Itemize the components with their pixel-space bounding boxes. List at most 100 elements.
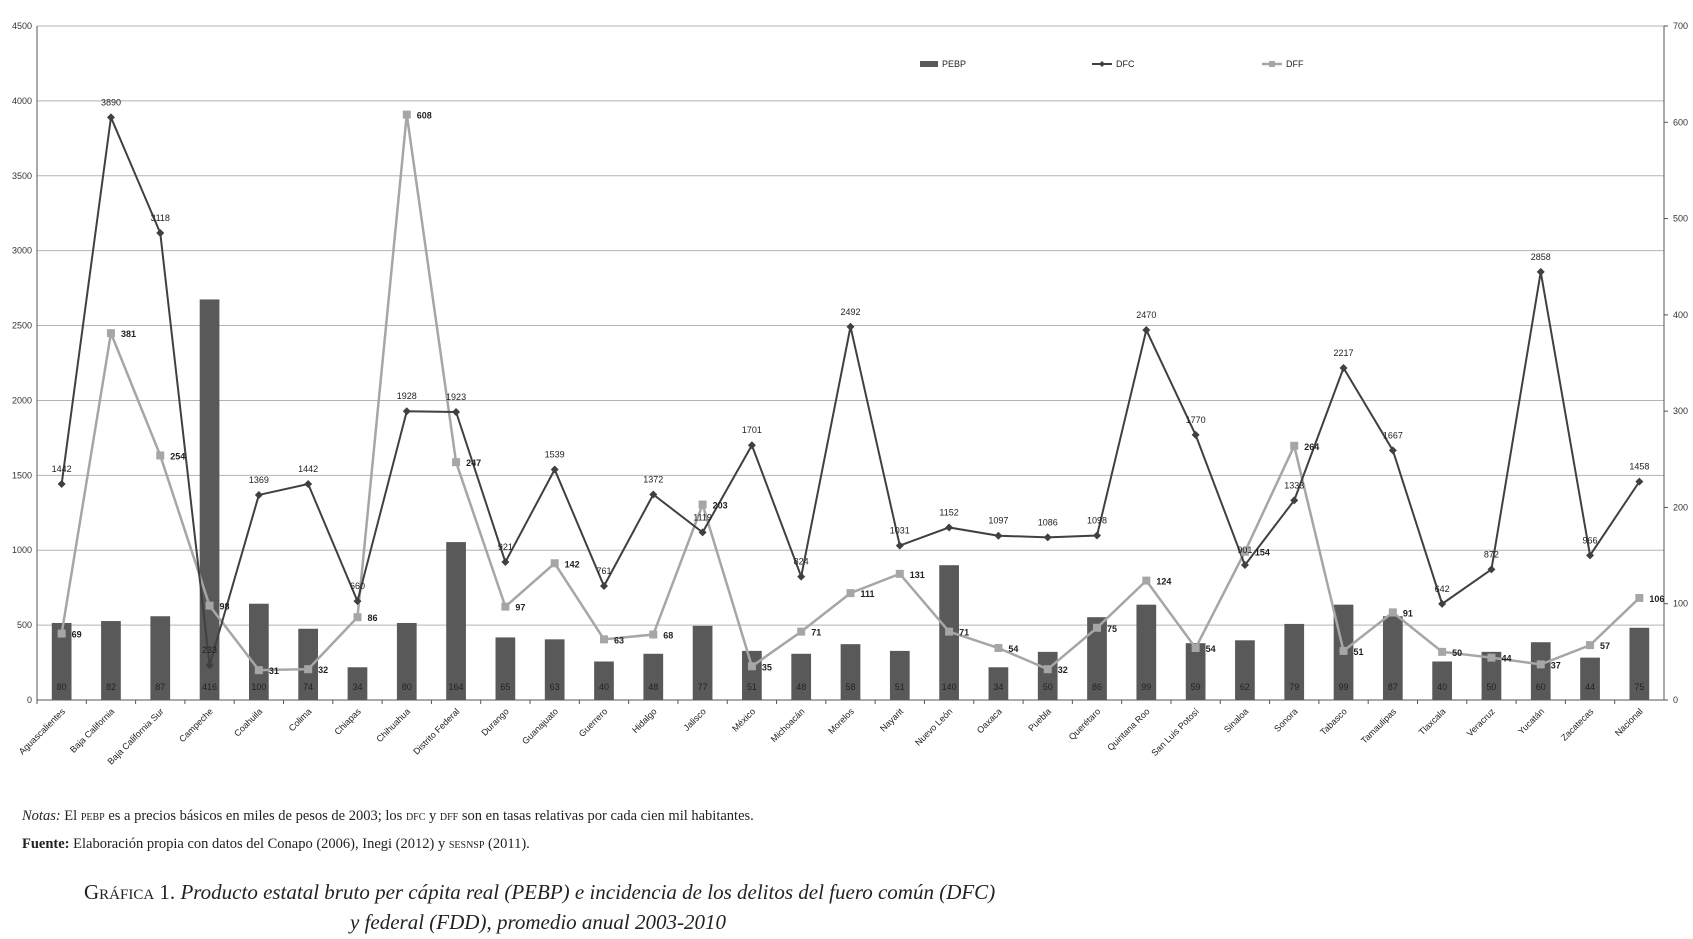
data-label-dfc: 901 [1237,545,1252,555]
data-label-pebp: 80 [57,682,67,692]
marker-dff [945,627,954,636]
bar-pebp [495,637,516,700]
marker-dff [797,627,806,636]
x-tick-label: Sonora [1272,706,1300,734]
series-line-dff [60,114,1641,672]
data-label-dfc: 1442 [298,464,318,474]
y-left-tick-label: 4000 [12,96,32,106]
data-label-pebp: 82 [106,682,116,692]
marker-dfc [1438,599,1447,608]
marker-dfc [649,490,658,499]
y-right-tick-label: 200 [1673,502,1688,512]
bar-pebp [791,653,812,700]
marker-dff [1339,646,1348,655]
x-tick-label: Baja California [68,706,116,754]
data-label-dff: 37 [1551,660,1561,670]
marker-dff [1438,647,1447,656]
x-tick-label: Oaxaca [975,706,1004,735]
marker-dfc [698,528,707,537]
data-label-pebp: 63 [550,682,560,692]
marker-dff [1586,641,1595,650]
data-label-dfc: 921 [498,542,513,552]
x-tick-label: Nayarit [878,706,906,734]
marker-dff [57,629,66,638]
data-label-dfc: 761 [596,566,611,576]
data-label-pebp: 65 [500,682,510,692]
bar-pebp [101,621,121,700]
marker-dfc [747,441,756,450]
marker-dfc [1487,565,1496,574]
x-tick-label: Campeche [177,706,215,744]
x-tick-label: Nacional [1613,706,1645,738]
data-label-dff: 51 [1354,647,1364,657]
series-line-dfc [60,113,1641,666]
data-label-dfc: 1701 [742,425,762,435]
data-label-dfc: 1770 [1186,415,1206,425]
data-label-dff: 203 [713,501,728,511]
marker-dff [599,635,608,644]
data-label-dff: 32 [1058,665,1068,675]
data-label-pebp: 50 [1043,682,1053,692]
bar-pebp [347,667,368,700]
data-label-pebp: 51 [747,682,757,692]
marker-dff [1487,653,1496,662]
data-label-pebp: 34 [352,682,362,692]
bar-pebp [1481,651,1502,700]
marker-dff [895,569,904,578]
marker-dfc [1635,477,1644,486]
y-right-tick-label: 300 [1673,406,1688,416]
marker-dfc [846,322,855,331]
data-label-dff: 50 [1452,648,1462,658]
y-left-tick-label: 4500 [12,21,32,31]
source-label: Fuente: [22,836,70,852]
y-right-tick-label: 400 [1673,310,1688,320]
data-label-dfc: 2217 [1334,348,1354,358]
legend-marker-dfc [1099,61,1105,67]
x-tick-label: Tabasco [1318,706,1349,737]
data-label-dff: 31 [269,666,279,676]
bar-pebp [1382,616,1403,700]
y-right-tick-label: 700 [1673,21,1688,31]
data-label-dff: 71 [959,628,969,638]
marker-dfc [353,597,362,606]
x-tick-label: Nuevo León [913,706,954,747]
y-left-tick-label: 0 [27,695,32,705]
legend-label-dff: DFF [1286,59,1304,69]
marker-dff [402,110,411,119]
bar-pebp [446,542,466,700]
data-label-pebp: 50 [1486,682,1496,692]
x-tick-label: Tlaxcala [1417,706,1448,737]
marker-dfc [945,523,954,532]
data-label-pebp: 99 [1339,682,1349,692]
bar-pebp [1530,642,1551,700]
data-label-pebp: 40 [1437,682,1447,692]
y-right-tick-label: 500 [1673,214,1688,224]
marker-dfc [1142,326,1151,335]
marker-dfc [797,572,806,581]
bar-pebp [199,299,220,700]
marker-dff [254,666,263,675]
x-tick-label: México [730,706,757,733]
data-label-pebp: 40 [599,682,609,692]
data-label-dfc: 1152 [939,507,958,517]
data-label-dff: 75 [1107,624,1117,634]
data-label-pebp: 79 [1289,682,1299,692]
marker-dff [106,329,115,338]
marker-dff [1191,644,1200,653]
data-label-dfc: 1458 [1629,462,1649,472]
data-label-dff: 106 [1649,594,1664,604]
marker-dfc [156,228,165,237]
bar-pebp [249,603,269,700]
marker-dfc [452,407,461,416]
data-label-dfc: 660 [350,581,365,591]
bar-pebp [840,644,861,700]
data-label-pebp: 44 [1585,682,1595,692]
x-tick-label: San Luis Potosí [1149,706,1201,758]
caption-title-line2: y federal (FDD), promedio anual 2003-201… [350,910,726,934]
marker-dfc [1240,561,1249,570]
data-label-dff: 111 [861,589,875,599]
data-label-dff: 69 [72,630,82,640]
x-tick-label: Chiapas [332,706,363,737]
data-label-pebp: 48 [648,682,658,692]
chart-notes: Notas: El PEBP es a precios básicos en m… [22,808,754,824]
